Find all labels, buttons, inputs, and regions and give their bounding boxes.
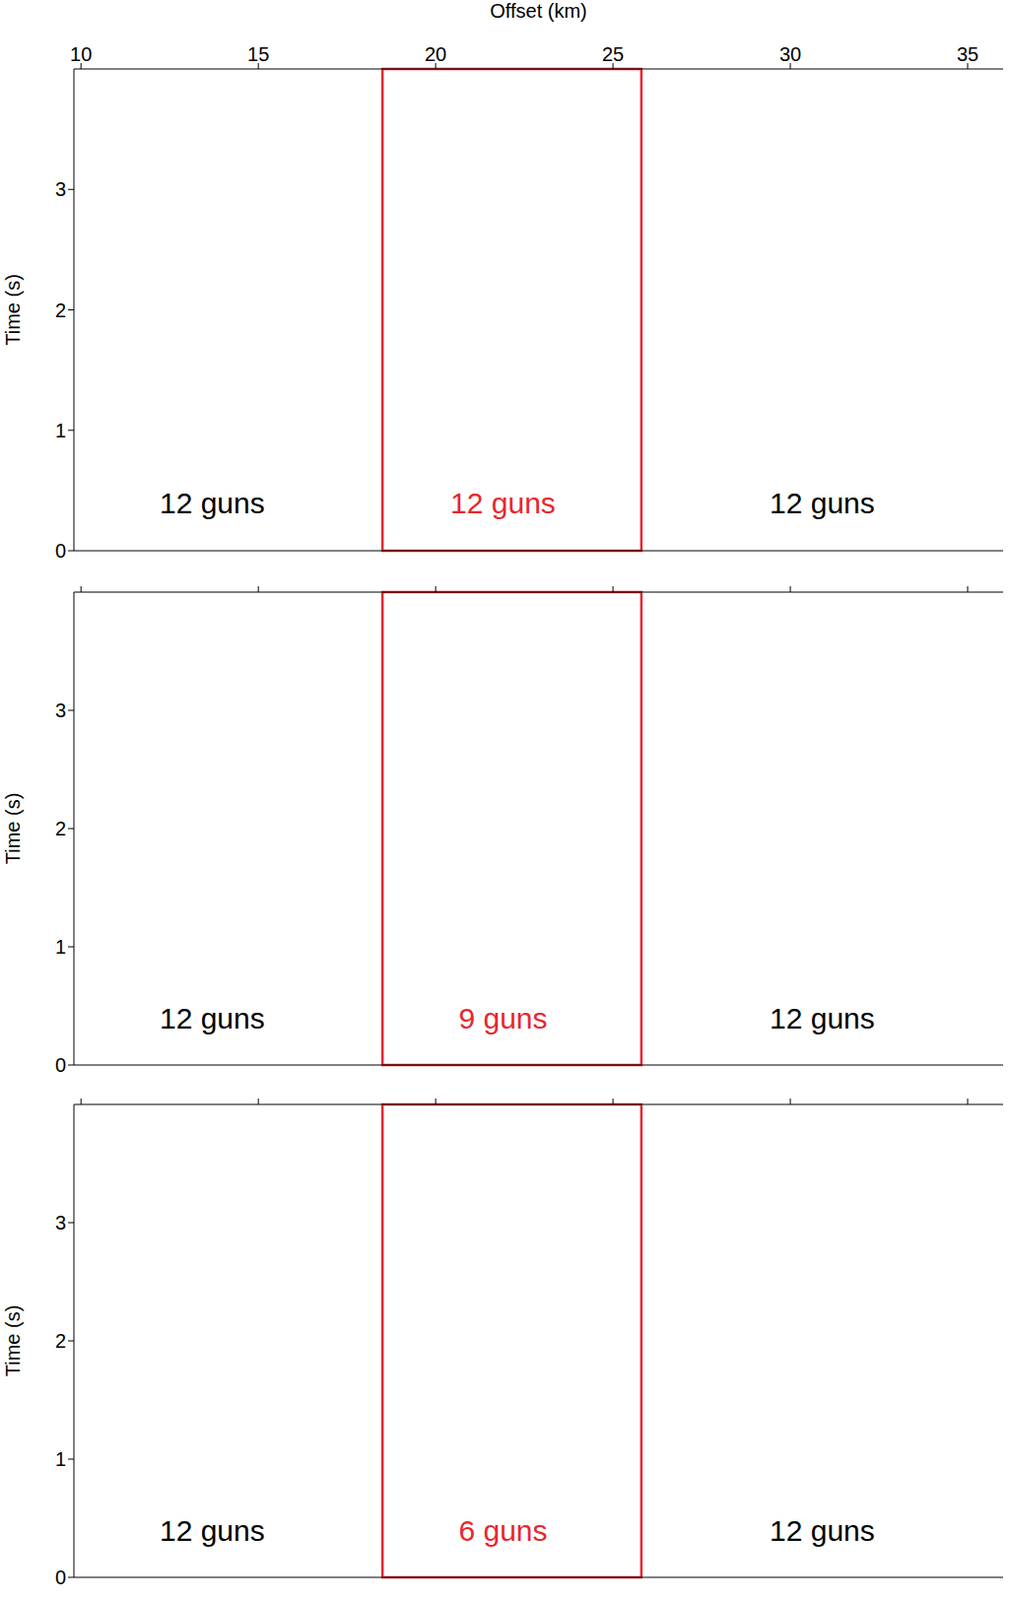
svg-text:Offset (km): Offset (km) [489,0,588,22]
svg-text:3: 3 [55,1212,67,1234]
svg-text:12 guns: 12 guns [159,486,266,520]
svg-text:35: 35 [956,43,979,66]
svg-text:Time (s): Time (s) [1,273,24,346]
svg-text:1: 1 [55,1448,67,1471]
svg-text:Time (s): Time (s) [1,793,24,866]
svg-text:10: 10 [69,43,92,66]
svg-text:1: 1 [55,936,67,958]
svg-text:12 guns: 12 guns [769,1002,876,1035]
svg-text:2: 2 [55,1330,67,1352]
svg-text:1: 1 [55,419,67,442]
svg-text:12 guns: 12 guns [769,486,876,520]
svg-text:25: 25 [602,43,624,66]
svg-text:15: 15 [247,43,270,66]
svg-text:0: 0 [55,1566,67,1589]
svg-text:0: 0 [55,539,67,562]
svg-text:9 guns: 9 guns [458,1002,547,1035]
svg-text:6 guns: 6 guns [458,1514,547,1548]
svg-text:12 guns: 12 guns [159,1514,266,1548]
svg-text:12 guns: 12 guns [159,1002,266,1035]
svg-text:20: 20 [424,43,447,66]
svg-text:0: 0 [55,1054,67,1077]
svg-text:Time (s): Time (s) [1,1305,24,1378]
svg-text:12 guns: 12 guns [769,1514,876,1548]
svg-text:2: 2 [55,299,67,322]
svg-text:12 guns: 12 guns [450,486,556,520]
svg-text:3: 3 [55,699,67,722]
svg-text:3: 3 [55,178,67,201]
svg-text:30: 30 [779,43,802,66]
svg-text:2: 2 [55,817,67,840]
